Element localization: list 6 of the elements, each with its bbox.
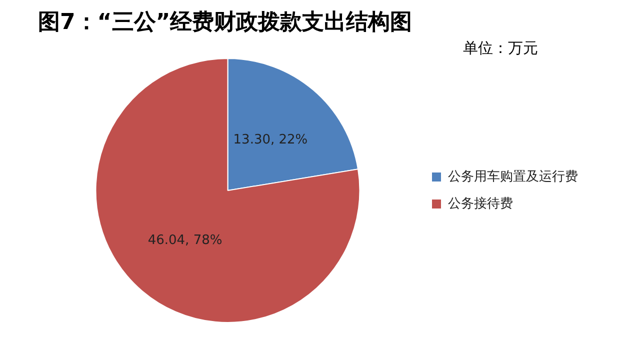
- data-label: 13.30, 22%: [233, 132, 308, 148]
- chart-title: 图7：“三公”经费财政拨款支出结构图: [37, 9, 414, 37]
- legend-label: 公务用车购置及运行费: [448, 169, 578, 184]
- legend-label: 公务接待费: [448, 196, 513, 212]
- data-label: 46.04, 78%: [148, 233, 222, 248]
- chart-subtitle: 单位：万元: [462, 38, 539, 58]
